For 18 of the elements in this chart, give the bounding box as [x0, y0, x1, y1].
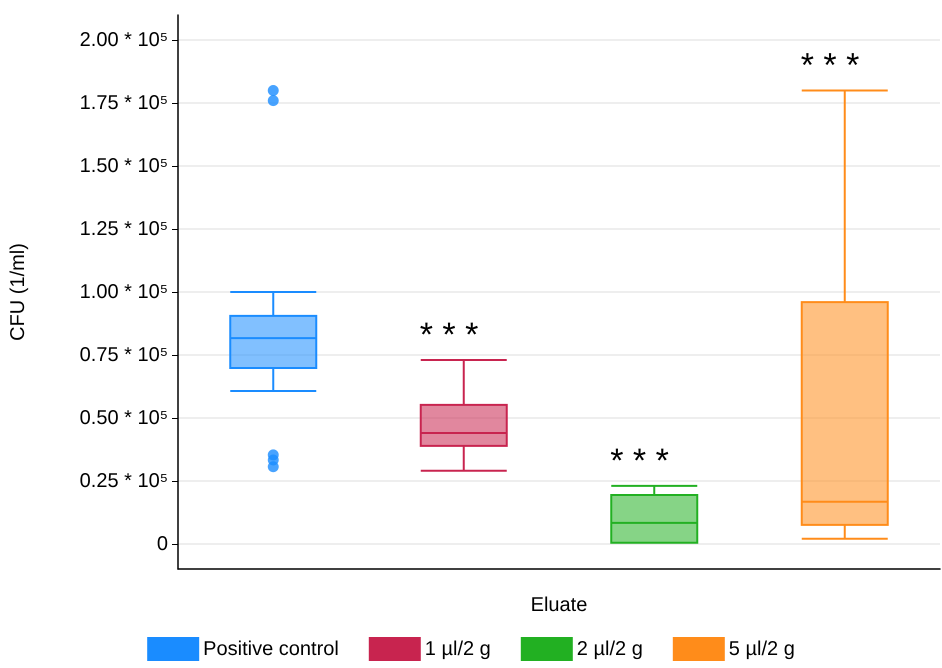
annotation: * * * [610, 442, 669, 480]
legend-label: 2 µl/2 g [576, 638, 643, 660]
legend-label: 5 µl/2 g [728, 638, 795, 660]
legend-label: 1 µl/2 g [424, 638, 491, 660]
annotation: * * * [800, 46, 860, 85]
y-tick-label: 0.25 * 10⁵ [80, 470, 168, 492]
x-axis-title: Eluate [530, 594, 588, 616]
y-tick-label: 0 [156, 532, 168, 555]
legend-label: Positive control [203, 638, 339, 660]
y-tick-label: 0.75 * 10⁵ [80, 344, 168, 366]
y-tick-label: 1.75 * 10⁵ [80, 92, 168, 114]
y-tick-label: 1.00 * 10⁵ [80, 281, 168, 303]
annotation: * * * [420, 316, 478, 354]
y-tick-label: 1.50 * 10⁵ [80, 155, 168, 178]
y-tick-label: 0.50 * 10⁵ [80, 406, 168, 429]
y-tick-label: 2.00 * 10⁵ [80, 29, 168, 52]
y-axis-title: CFU (1/ml) [7, 243, 29, 341]
y-tick-label: 1.25 * 10⁵ [80, 218, 168, 240]
